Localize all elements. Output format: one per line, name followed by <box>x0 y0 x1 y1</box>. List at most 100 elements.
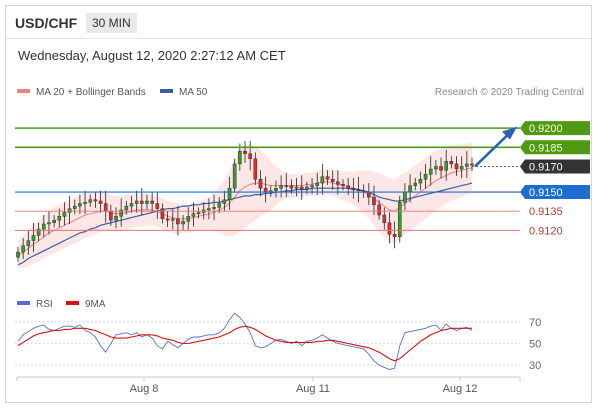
candle <box>227 176 232 211</box>
candle-body <box>310 185 314 188</box>
credit-text: Research © 2020 Trading Central <box>435 87 584 98</box>
candle-body <box>114 216 118 221</box>
candle <box>21 238 25 260</box>
candle-body <box>103 203 108 212</box>
candle <box>98 190 103 213</box>
candle-body <box>36 228 41 236</box>
legend-swatch-9ma <box>66 301 79 305</box>
candle <box>284 172 289 198</box>
candle <box>217 197 222 214</box>
candles <box>16 140 474 262</box>
candle-body <box>253 158 258 180</box>
candle-body <box>170 218 175 221</box>
rsi-tick-50: 50 <box>529 339 541 351</box>
candle <box>351 177 356 199</box>
rsi-tick-70: 70 <box>529 317 541 329</box>
rsi-tick-30: 30 <box>529 360 541 372</box>
candle <box>16 246 20 262</box>
candle <box>52 215 56 228</box>
candle-body <box>26 240 31 246</box>
candle-body <box>294 186 299 189</box>
candle <box>243 140 247 163</box>
candle-body <box>449 161 454 165</box>
candle <box>444 149 449 181</box>
forecast-arrow <box>474 132 510 168</box>
level-label-0.9170: 0.9170 <box>529 161 563 173</box>
candle <box>232 158 237 193</box>
candle <box>377 199 381 220</box>
candle-body <box>336 181 340 185</box>
candle-body <box>289 185 294 189</box>
candle <box>248 140 252 171</box>
candle-body <box>134 200 139 204</box>
legend-label-ma50: MA 50 <box>179 87 208 98</box>
candle-body <box>31 235 36 241</box>
ma50-line <box>17 182 473 266</box>
x-tick-label: Aug 12 <box>443 383 478 395</box>
candle-body <box>165 218 170 221</box>
candle-body <box>181 221 185 225</box>
candle-body <box>279 185 283 189</box>
candle <box>41 215 46 238</box>
candle-body <box>57 216 62 221</box>
candle-body <box>155 203 160 209</box>
candle-body <box>356 189 361 191</box>
candle-body <box>263 187 268 193</box>
level-label-0.9200: 0.9200 <box>529 123 563 135</box>
candle <box>124 200 129 215</box>
candle-body <box>176 218 180 225</box>
candle-body <box>83 202 87 204</box>
candle-body <box>439 166 443 171</box>
candle <box>310 177 314 194</box>
legend-swatch-ma20 <box>17 89 30 93</box>
interval-button[interactable]: 30 MIN <box>86 13 137 33</box>
candle-body <box>212 207 216 209</box>
candle-body <box>145 200 149 204</box>
candle <box>454 156 459 176</box>
candle-body <box>330 179 335 183</box>
candle-body <box>52 219 56 223</box>
level-tag-0.9170 <box>520 159 590 174</box>
candle-body <box>325 176 330 180</box>
candle <box>397 195 402 243</box>
candle <box>274 180 278 198</box>
candle <box>119 198 123 227</box>
levels-group: 0.9200 0.9185 0.9170 0.9150 0.9135 0.9120 <box>15 121 590 237</box>
candle-body <box>124 205 129 211</box>
candle-body <box>377 204 381 216</box>
candle <box>62 202 67 226</box>
candle-body <box>284 185 289 187</box>
candle <box>150 192 154 212</box>
candle-body <box>47 222 51 225</box>
candle <box>330 170 335 190</box>
candle-body <box>119 209 123 217</box>
rsi-line <box>17 312 473 370</box>
x-tick-label: Aug 11 <box>296 383 330 395</box>
candle <box>413 177 418 191</box>
bollinger-band <box>18 142 472 268</box>
legend-label-9ma: 9MA <box>85 299 106 310</box>
candle <box>72 199 77 215</box>
candle-body <box>367 191 371 198</box>
candle-body <box>129 203 134 207</box>
candle <box>129 195 134 213</box>
candle <box>26 230 31 255</box>
main-plot <box>16 140 474 268</box>
level-label-0.9185: 0.9185 <box>529 142 563 154</box>
candle-body <box>428 168 433 175</box>
candle-body <box>109 211 113 221</box>
candle <box>93 192 98 208</box>
candle-body <box>408 185 412 193</box>
candle <box>428 156 433 186</box>
timestamp: Wednesday, August 12, 2020 2:27:12 AM CE… <box>18 48 286 63</box>
candle-body <box>232 163 237 189</box>
candle-body <box>459 166 464 170</box>
candle <box>83 190 87 214</box>
candle <box>31 222 36 253</box>
candle-body <box>21 245 25 253</box>
candle <box>465 151 469 178</box>
candle-body <box>196 212 201 214</box>
candle <box>387 212 392 244</box>
candle <box>418 171 423 190</box>
